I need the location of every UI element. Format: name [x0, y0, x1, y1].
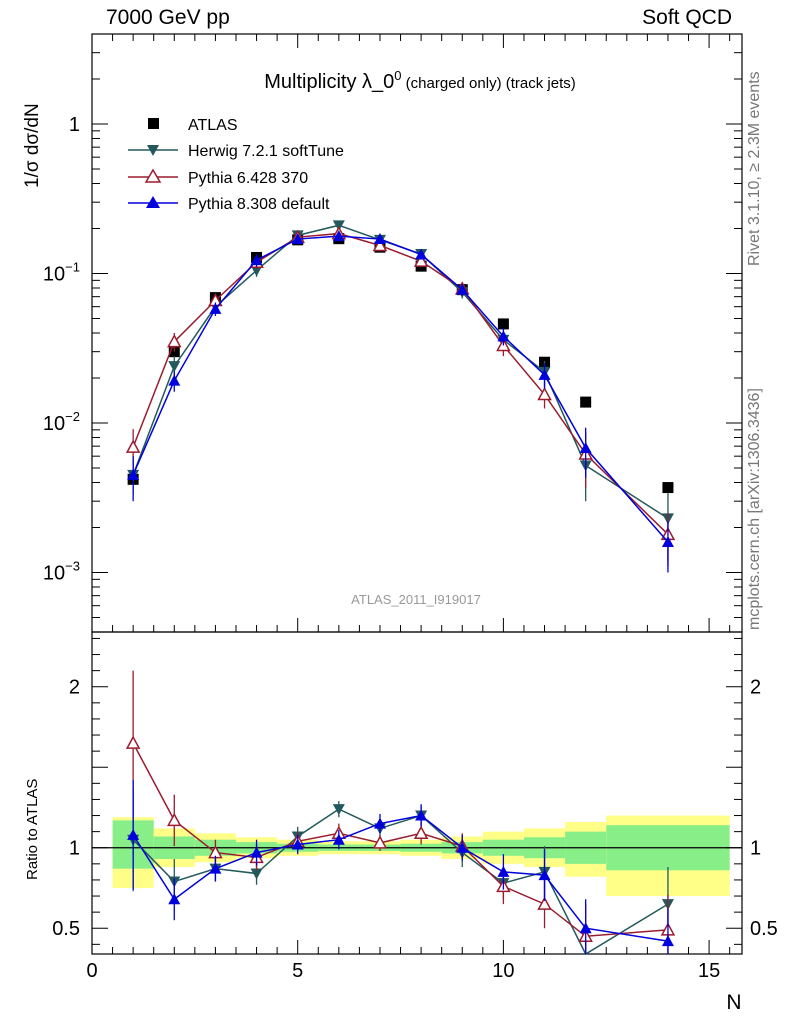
legend-marker-pythia6 [144, 168, 162, 183]
main-point-pythia-8-308-default-6 [332, 230, 345, 242]
main-point-pythia-6-428-370-2 [167, 334, 182, 348]
main-line-pythia-6-428-370 [132, 232, 669, 535]
legend-label-pythia8: Pythia 8.308 default [188, 196, 330, 213]
header-right-label: Soft QCD [642, 6, 732, 29]
main-point-pythia-6-428-370-11 [537, 386, 552, 401]
legend-label-herwig: Herwig 7.2.1 softTune [188, 143, 344, 160]
main-line-herwig-7-2-1-softtune [132, 224, 669, 520]
ratio-point-herwig-7-2-1-softtune-6 [332, 804, 345, 816]
ratio-point-pythia-8-308-default-9 [456, 841, 469, 853]
main-point-pythia-8-308-default-14 [661, 535, 674, 547]
ratio-point-pythia-6-428-370-2 [167, 812, 182, 827]
x-axis-label: N [726, 991, 741, 1014]
ratio-point-herwig-7-2-1-softtune-4 [250, 868, 263, 880]
main-title: Multiplicity λ_00 (charged only) (track … [264, 68, 576, 93]
x-tick-label-10: 10 [492, 960, 514, 982]
main-point-pythia-6-428-370-7 [372, 237, 388, 252]
ratio-point-pythia-6-428-370-7 [372, 835, 388, 849]
y-axis-label-ratio: Ratio to ATLAS [24, 779, 41, 880]
ratio-point-pythia-8-308-default-11 [538, 869, 551, 881]
ratio-plot-frame [91, 631, 743, 955]
x-tick-label-5: 5 [292, 960, 303, 982]
ratio-point-pythia-8-308-default-1 [127, 828, 140, 840]
main-ytick-label-1: 10−1 [43, 260, 80, 286]
header-left-label: 7000 GeV pp [106, 6, 230, 29]
ratio-point-pythia-8-308-default-5 [291, 838, 304, 850]
ratio-point-pythia-6-428-370-8 [413, 825, 429, 839]
main-ytick-label-2: 10−2 [43, 409, 80, 435]
legend: ATLAS Herwig 7.2.1 softTune Pythia 6.428… [128, 117, 344, 213]
ratio-point-pythia-8-308-default-6 [332, 833, 345, 845]
main-point-pythia-8-308-default-10 [497, 330, 510, 342]
main-point-pythia-8-308-default-11 [538, 368, 551, 380]
main-point-pythia-8-308-default-1 [127, 468, 140, 480]
ratio-ytick-label-right-1: 1 [750, 838, 761, 860]
legend-marker-atlas [148, 118, 159, 129]
main-point-pythia-8-308-default-8 [415, 248, 428, 260]
ratio-point-pythia-8-308-default-7 [373, 817, 386, 829]
legend-marker-pythia8 [146, 196, 160, 208]
ratio-point-pythia-6-428-370-11 [537, 896, 552, 910]
ratio-ytick-label-right-2: 2 [750, 677, 761, 699]
ratio-ytick-label-right-0: 0.5 [750, 918, 778, 940]
main-point-herwig-7-2-1-softtune-6 [332, 220, 345, 232]
main-ytick-label-3: 10−3 [43, 559, 80, 585]
main-ytick-label-0: 1 [69, 114, 80, 136]
analysis-watermark: ATLAS_2011_I919017 [351, 592, 481, 607]
main-point-pythia-8-308-default-5 [291, 233, 304, 245]
ratio-ytick-label-left-0: 0.5 [52, 918, 80, 940]
ratio-point-pythia-8-308-default-10 [497, 865, 510, 877]
legend-label-pythia6: Pythia 6.428 370 [188, 170, 308, 187]
main-point-atlas-10 [497, 318, 509, 330]
main-point-atlas-12 [580, 396, 592, 408]
main-point-herwig-7-2-1-softtune-2 [168, 361, 181, 373]
main-line-pythia-8-308-default [132, 235, 669, 543]
ratio-point-pythia-6-428-370-1 [125, 735, 141, 749]
ratio-point-pythia-8-308-default-3 [209, 862, 222, 874]
x-tick-label-0: 0 [86, 960, 97, 982]
main-point-atlas-14 [662, 482, 674, 494]
legend-label-atlas: ATLAS [188, 117, 238, 134]
main-point-pythia-8-308-default-7 [373, 233, 386, 245]
main-point-pythia-8-308-default-3 [209, 302, 222, 314]
main-series [125, 220, 676, 573]
ratio-ytick-label-left-1: 1 [69, 838, 80, 860]
axes: 0 5 10 15 1 10−1 10−2 10−3 0.5 0.5 1 1 2 2 [43, 33, 778, 982]
ratio-point-pythia-8-308-default-8 [415, 809, 428, 821]
ratio-point-pythia-8-308-default-2 [168, 893, 181, 905]
legend-marker-herwig [147, 145, 159, 156]
main-point-pythia-8-308-default-9 [456, 283, 469, 295]
ratio-ytick-label-left-2: 2 [69, 677, 80, 699]
main-point-pythia-8-308-default-12 [579, 442, 592, 454]
ratio-series [125, 670, 676, 956]
main-point-pythia-8-308-default-4 [250, 254, 263, 266]
ratio-point-pythia-8-308-default-14 [661, 935, 674, 947]
main-point-herwig-7-2-1-softtune-4 [250, 265, 263, 277]
main-point-pythia-6-428-370-8 [413, 253, 429, 267]
ratio-point-pythia-8-308-default-12 [579, 922, 592, 934]
ratio-point-pythia-8-308-default-4 [250, 846, 263, 858]
x-tick-label-15: 15 [698, 960, 720, 982]
y-axis-label-main: 1/σ dσ/dN [22, 103, 43, 188]
main-point-pythia-6-428-370-1 [125, 439, 141, 453]
main-point-pythia-8-308-default-2 [168, 374, 181, 386]
